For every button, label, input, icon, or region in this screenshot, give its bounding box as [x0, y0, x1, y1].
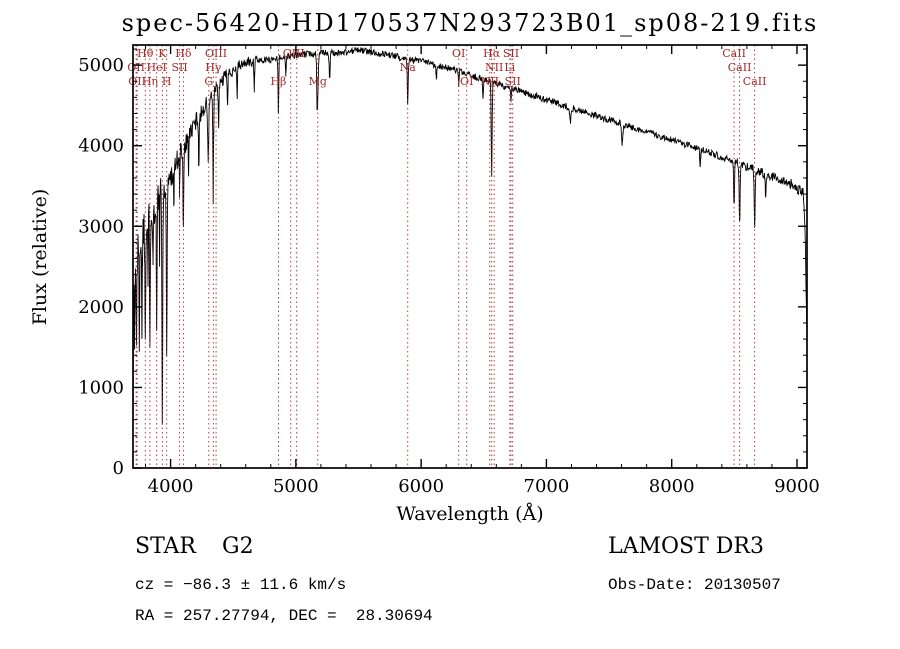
- spectral-line-label: OI: [460, 75, 473, 88]
- x-tick-label: 6000: [398, 476, 444, 497]
- spectral-line-label: CaII: [728, 61, 752, 74]
- spectral-line-label: NII: [485, 61, 503, 74]
- spectral-line-label: OIII: [283, 47, 305, 60]
- spectral-line-label: Hα: [483, 47, 501, 60]
- spectral-line-label: Li: [504, 61, 515, 74]
- plot-title: spec-56420-HD170537N293723B01_sp08-219.f…: [122, 9, 819, 37]
- x-tick-label: 7000: [524, 476, 570, 497]
- spectral-line-label: K: [158, 47, 167, 60]
- spectral-line-label: SII: [505, 75, 521, 88]
- y-tick-label: 4000: [78, 136, 124, 157]
- x-tick-label: 8000: [649, 476, 695, 497]
- spectral-line-label: OIII: [205, 47, 227, 60]
- spectral-line-label: HeI: [146, 61, 166, 74]
- spectral-line-label: Hγ: [205, 61, 222, 74]
- spectral-line-label: SII: [503, 47, 519, 60]
- object-subclass: G2: [222, 534, 254, 559]
- ra-dec-value: RA = 257.27794, DEC = 28.30694: [135, 607, 433, 625]
- y-tick-label: 1000: [78, 377, 124, 398]
- y-tick-label: 3000: [78, 216, 124, 237]
- x-axis-label: Wavelength (Å): [396, 503, 543, 525]
- y-axis-label: Flux (relative): [29, 189, 51, 326]
- y-tick-label: 2000: [78, 297, 124, 318]
- object-class: STAR: [135, 534, 197, 559]
- plot-frame: [132, 44, 808, 469]
- spectral-line-label: Hβ: [270, 75, 286, 88]
- spectral-line-label: CaII: [722, 47, 746, 60]
- cz-value: cz = −86.3 ± 11.6 km/s: [135, 576, 346, 594]
- spectral-line-label: SII: [171, 61, 187, 74]
- spectral-line-label: OII: [127, 61, 145, 74]
- spectral-line-label: CaII: [743, 75, 767, 88]
- axes: 4000 5000 6000 7000 8000 9000 0 1000 2000 3000 400…: [78, 44, 820, 497]
- y-tick-label: 0: [113, 458, 124, 479]
- x-tick-label: 4000: [148, 476, 194, 497]
- spectral-line-label: Hη: [142, 75, 158, 88]
- spectral-line-label: Hδ: [175, 47, 192, 60]
- spectral-line-label: H: [162, 75, 172, 88]
- y-tick-label: 5000: [78, 55, 124, 76]
- spectral-line-label: G: [204, 75, 213, 88]
- spectral-line-label: NII: [481, 75, 499, 88]
- survey-label: LAMOST DR3: [608, 534, 764, 559]
- spectral-line-label: Na: [400, 61, 417, 74]
- spectral-line-label: OI: [452, 47, 465, 60]
- obs-date: Obs-Date: 20130507: [608, 576, 781, 594]
- x-tick-label: 5000: [273, 476, 319, 497]
- spectrum-trace: [133, 46, 807, 465]
- spectral-line-label: Mg: [309, 75, 327, 88]
- spectral-line-label: Hθ: [137, 47, 154, 60]
- x-tick-label: 9000: [774, 476, 820, 497]
